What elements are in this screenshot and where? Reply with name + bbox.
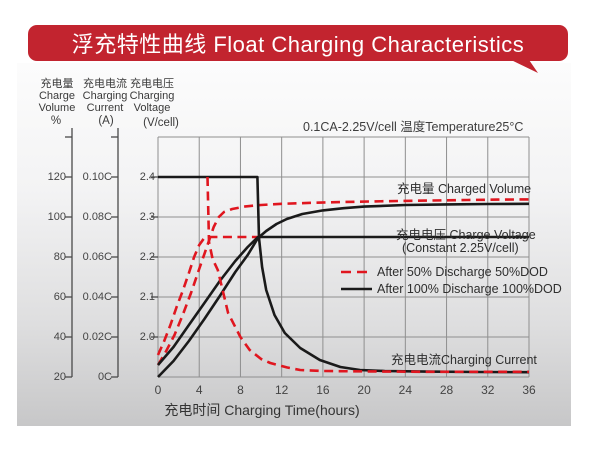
- voltage-tick-label: 2.2: [139, 251, 155, 263]
- x-tick-label: 8: [237, 383, 244, 397]
- charge-voltage-label: 充电电压 Charge Voltage: [396, 228, 536, 242]
- curve-current-50dod: [206, 176, 529, 374]
- legend-item-50dod-label: After 50% Discharge 50%DOD: [377, 265, 548, 279]
- volume-axis-title: 充电量 Charge Volume: [25, 78, 89, 114]
- x-tick-label: 36: [522, 383, 536, 397]
- voltage-axis-title-en2: Voltage: [133, 102, 171, 114]
- curve-volume-50dod: [156, 198, 530, 366]
- current-axis-title: 充电电流 Charging Current: [73, 78, 137, 114]
- current-tick-label: 0.06C: [82, 251, 112, 263]
- voltage-tick-label: 2.4: [139, 171, 155, 183]
- x-tick-label: 4: [195, 383, 203, 397]
- volume-tick-label: 60: [53, 291, 66, 303]
- voltage-tick-label: 2.3: [139, 211, 155, 223]
- voltage-tick-label: 2.1: [139, 291, 155, 303]
- voltage-axis-title-cn: 充电电压: [130, 78, 174, 90]
- current-axis-title-en1: Charging: [82, 90, 128, 102]
- x-axis-label: 充电时间 Charging Time(hours): [164, 402, 360, 418]
- charged-volume-label: 充电量 Charged Volume: [397, 182, 532, 196]
- curve-voltage-50dod: [156, 235, 264, 356]
- volume-tick-label: 100: [47, 211, 66, 223]
- current-tick-label: 0.04C: [82, 291, 112, 303]
- volume-tick-label: 20: [53, 371, 66, 383]
- page-title: 浮充特性曲线 Float Charging Characteristics: [71, 32, 525, 57]
- constant-voltage-label: (Constant 2.25V/cell): [402, 241, 519, 255]
- volume-axis-unit: %: [50, 115, 62, 127]
- voltage-axis-title-en1: Charging: [129, 90, 175, 102]
- banner-tail: [505, 57, 538, 73]
- curve-volume-100dod: [157, 202, 530, 378]
- legend-item-100dod-label: After 100% Discharge 100%DOD: [377, 282, 562, 296]
- x-tick-label: 0: [154, 383, 162, 397]
- x-tick-label: 20: [357, 383, 371, 397]
- volume-axis-title-en1: Charge: [38, 90, 76, 102]
- current-tick-label: 0C: [97, 371, 112, 383]
- x-tick-label: 12: [274, 383, 289, 397]
- voltage-axis-title: 充电电压 Charging Voltage: [120, 78, 184, 114]
- test-condition-label: 0.1CA-2.25V/cell 温度Temperature25°C: [303, 120, 524, 134]
- current-axis-title-cn: 充电电流: [83, 78, 127, 90]
- current-axis-unit: (A): [98, 115, 114, 127]
- title-banner: 浮充特性曲线 Float Charging Characteristics: [28, 25, 568, 61]
- x-tick-label: 16: [316, 383, 330, 397]
- volume-tick-label: 120: [47, 171, 66, 183]
- current-tick-label: 0.08C: [82, 211, 112, 223]
- volume-axis-title-en2: Volume: [38, 102, 76, 114]
- volume-axis-title-cn: 充电量: [40, 78, 74, 90]
- volume-tick-label: 40: [53, 331, 66, 343]
- x-tick-label: 28: [439, 383, 454, 397]
- chart-background-panel: [17, 63, 571, 426]
- x-tick-label: 32: [481, 383, 495, 397]
- current-axis-title-en2: Current: [86, 102, 124, 114]
- charging-current-label: 充电电流Charging Current: [391, 353, 537, 367]
- voltage-tick-label: 2.0: [139, 331, 155, 343]
- curve-voltage-100dod: [157, 235, 529, 366]
- voltage-axis-unit: (V/cell): [143, 117, 179, 129]
- current-tick-label: 0.02C: [82, 331, 112, 343]
- current-tick-label: 0.10C: [82, 171, 112, 183]
- x-tick-label: 24: [398, 383, 413, 397]
- volume-tick-label: 80: [53, 251, 66, 263]
